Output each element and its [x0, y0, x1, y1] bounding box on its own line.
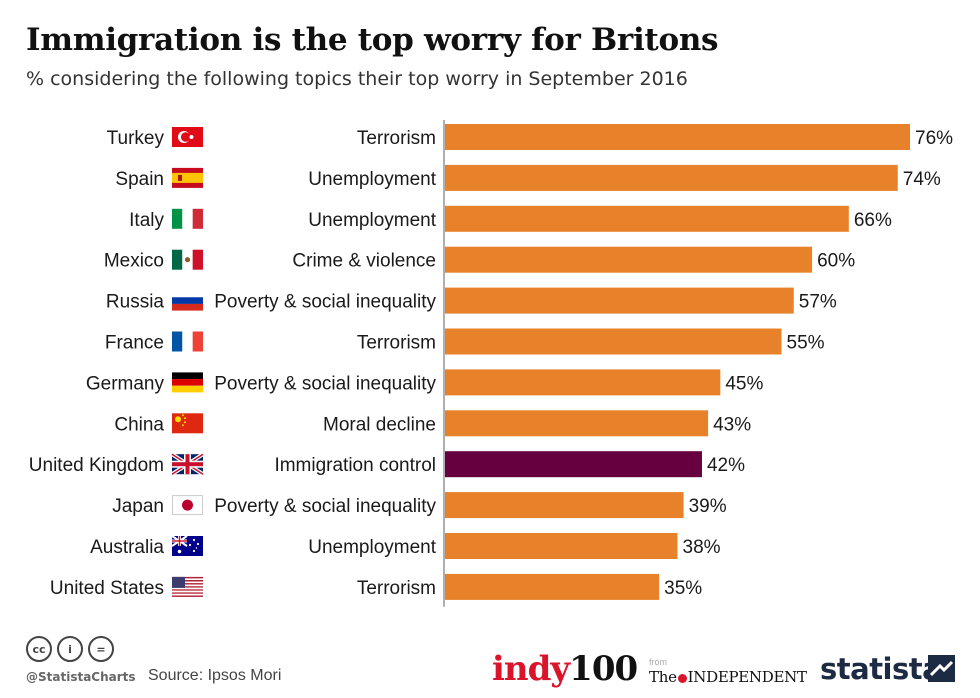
creative-commons-icon: cc — [26, 636, 52, 662]
usa-flag-icon — [172, 576, 203, 597]
bar — [445, 164, 898, 191]
chart-title: Immigration is the top worry for Britons — [26, 22, 719, 58]
country-label: Australia — [90, 537, 164, 558]
value-label: 66% — [854, 210, 892, 231]
value-label: 39% — [689, 496, 727, 517]
country-label: Mexico — [104, 251, 164, 272]
chart-subtitle: % considering the following topics their… — [26, 68, 688, 90]
bar — [445, 573, 660, 600]
italy-flag-icon — [172, 208, 203, 229]
attribution-icon: i — [57, 636, 83, 662]
statista-logo[interactable]: statista — [820, 652, 942, 686]
bar — [445, 369, 721, 396]
country-label: Japan — [112, 496, 164, 517]
topic-label: Poverty & social inequality — [214, 373, 436, 394]
topic-label: Unemployment — [308, 210, 436, 231]
country-label: France — [105, 333, 164, 354]
topic-label: Poverty & social inequality — [214, 496, 436, 517]
bar — [445, 410, 709, 437]
bar-highlighted — [445, 451, 702, 478]
country-label: China — [114, 414, 164, 435]
topic-label: Immigration control — [274, 455, 436, 476]
topic-label: Terrorism — [357, 333, 436, 354]
japan-flag-icon — [172, 495, 203, 516]
value-label: 35% — [664, 578, 702, 599]
country-label: United States — [50, 578, 164, 599]
value-label: 55% — [787, 333, 825, 354]
topic-label: Crime & violence — [292, 251, 436, 272]
country-label: United Kingdom — [29, 455, 164, 476]
value-label: 76% — [915, 128, 953, 149]
indy100-logo[interactable]: indy100 — [492, 649, 638, 689]
country-label: Germany — [86, 373, 165, 394]
value-label: 38% — [683, 537, 721, 558]
bar — [445, 124, 910, 150]
uk-flag-icon — [170, 452, 205, 476]
bar — [445, 492, 684, 519]
germany-flag-icon — [172, 372, 203, 393]
topic-label: Unemployment — [308, 537, 436, 558]
china-flag-icon — [172, 413, 203, 434]
mexico-flag-icon — [172, 249, 203, 270]
topic-label: Moral decline — [323, 414, 436, 435]
australia-flag-icon — [171, 535, 203, 556]
france-flag-icon — [172, 331, 203, 352]
eagle-icon — [677, 673, 687, 683]
independent-logo-the: The — [649, 668, 677, 686]
value-label: 74% — [903, 169, 941, 190]
from-label: from — [649, 657, 667, 667]
bar — [445, 328, 782, 355]
country-label: Italy — [129, 210, 164, 231]
license-icons: cc i = — [26, 636, 114, 662]
bar — [445, 205, 849, 232]
bar — [445, 246, 813, 273]
topic-label: Terrorism — [357, 128, 436, 149]
russia-flag-icon — [172, 290, 203, 311]
statista-logo-icon — [928, 655, 955, 682]
topic-label: Terrorism — [357, 578, 436, 599]
source-note: Source: Ipsos Mori — [148, 667, 282, 684]
bar — [445, 287, 794, 314]
independent-logo-word: INDEPENDENT — [687, 668, 807, 686]
independent-logo[interactable]: The INDEPENDENT — [649, 668, 807, 686]
value-label: 43% — [713, 414, 751, 435]
country-label: Russia — [106, 292, 165, 313]
turkey-flag-icon — [172, 127, 203, 147]
topic-label: Poverty & social inequality — [214, 292, 436, 313]
value-label: 42% — [707, 455, 745, 476]
value-label: 45% — [725, 373, 763, 394]
indy-logo-number: 100 — [569, 649, 638, 689]
country-label: Turkey — [107, 128, 165, 149]
value-label: 57% — [799, 292, 837, 313]
bar — [445, 533, 678, 559]
topic-label: Unemployment — [308, 169, 436, 190]
spain-flag-icon — [172, 167, 203, 188]
statista-handle: @StatistaCharts — [26, 670, 136, 684]
bar-chart: Turkey Terrorism 76% Spain Unemployment 74% It… — [29, 120, 953, 607]
no-derivatives-icon: = — [88, 636, 114, 662]
indy-logo-part: indy — [492, 649, 570, 689]
country-label: Spain — [115, 169, 164, 190]
value-label: 60% — [817, 251, 855, 272]
